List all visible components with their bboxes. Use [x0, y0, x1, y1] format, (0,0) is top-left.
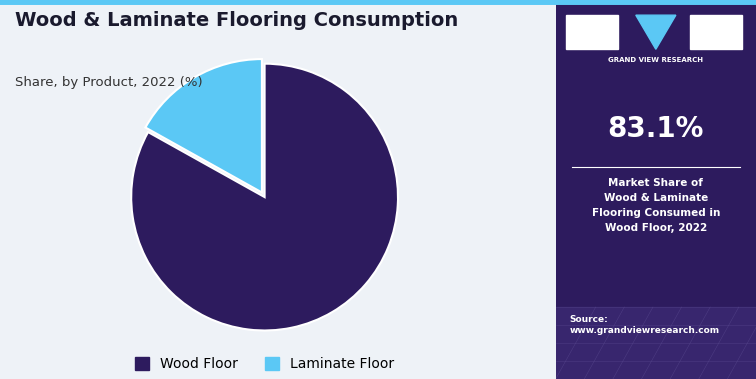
Text: Market Share of
Wood & Laminate
Flooring Consumed in
Wood Floor, 2022: Market Share of Wood & Laminate Flooring…: [592, 178, 720, 233]
Legend: Wood Floor, Laminate Floor: Wood Floor, Laminate Floor: [129, 352, 400, 377]
Text: Source:
www.grandviewresearch.com: Source: www.grandviewresearch.com: [570, 315, 720, 335]
Text: Share, by Product, 2022 (%): Share, by Product, 2022 (%): [15, 76, 203, 89]
Bar: [556, 307, 756, 379]
Bar: [565, 15, 618, 49]
Text: GRAND VIEW RESEARCH: GRAND VIEW RESEARCH: [609, 57, 703, 63]
Text: Wood & Laminate Flooring Consumption: Wood & Laminate Flooring Consumption: [15, 11, 458, 30]
Bar: [690, 15, 742, 49]
Text: 83.1%: 83.1%: [608, 115, 704, 143]
Polygon shape: [636, 15, 676, 49]
Wedge shape: [145, 59, 262, 193]
Wedge shape: [132, 64, 398, 330]
